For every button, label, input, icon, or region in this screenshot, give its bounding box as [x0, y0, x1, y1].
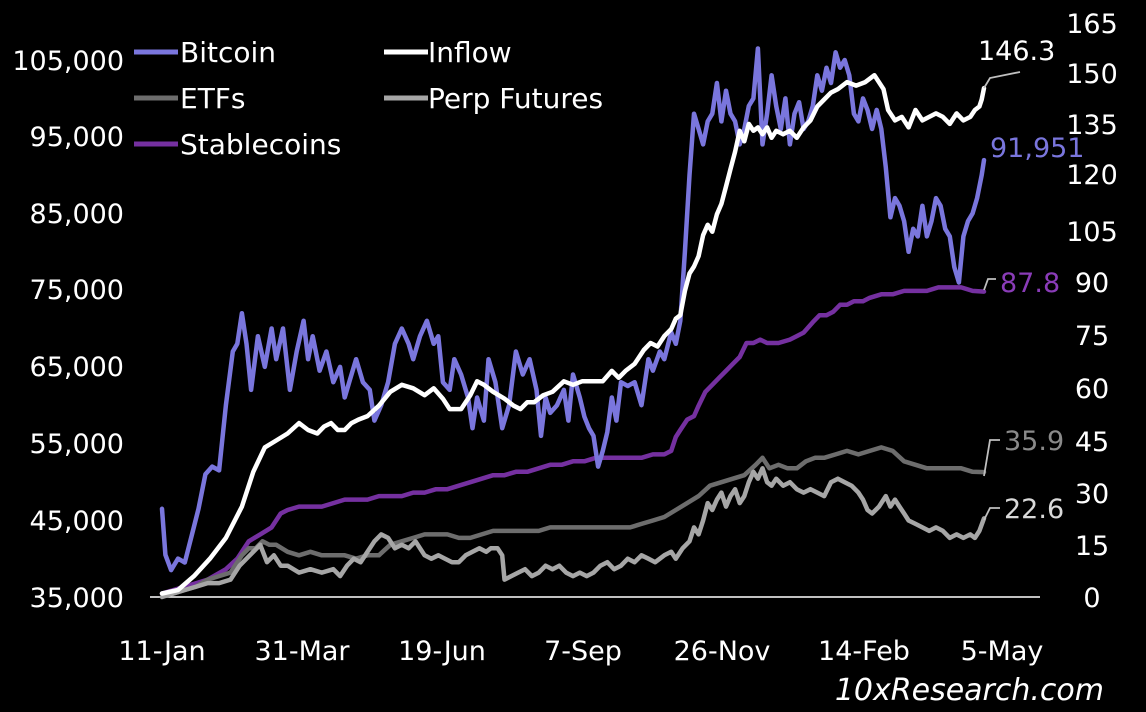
x-tick: 19-Jun	[398, 636, 486, 667]
series-line-bitcoin	[159, 46, 987, 573]
legend-item-etfs: ETFs	[134, 82, 246, 115]
x-tick: 5-May	[961, 636, 1044, 667]
left-tick: 35,000	[30, 583, 124, 614]
x-tick: 26-Nov	[674, 636, 771, 667]
end-labels: 146.3 91,951 87.8 35.9 22.6	[978, 36, 1084, 525]
right-tick: 45	[1075, 427, 1109, 458]
end-label-etfs: 35.9	[1004, 426, 1064, 457]
left-tick: 105,000	[12, 46, 124, 77]
left-tick: 75,000	[30, 275, 124, 306]
left-tick: 45,000	[30, 506, 124, 537]
right-tick: 60	[1075, 374, 1109, 405]
right-tick: 15	[1075, 531, 1109, 562]
end-label-bitcoin: 91,951	[990, 133, 1084, 164]
stablecoins-leader	[983, 278, 996, 291]
x-axis-ticks: 11-Jan 31-Mar 19-Jun 7-Sep 26-Nov 14-Feb…	[118, 636, 1043, 667]
perp-leader	[983, 507, 1000, 521]
right-tick: 120	[1066, 160, 1118, 191]
right-tick: 90	[1075, 268, 1109, 299]
left-tick: 85,000	[30, 199, 124, 230]
series-line-perp-futures	[159, 466, 987, 600]
x-tick: 11-Jan	[118, 636, 205, 667]
right-tick: 0	[1083, 583, 1100, 614]
legend: Bitcoin Inflow ETFs Perp Futures Stablec…	[134, 36, 603, 161]
right-tick: 165	[1066, 9, 1118, 40]
legend-item-stablecoins: Stablecoins	[134, 128, 341, 161]
x-tick: 7-Sep	[544, 636, 622, 667]
legend-item-perp-futures: Perp Futures	[384, 82, 603, 115]
right-tick: 105	[1066, 217, 1118, 248]
legend-label-bitcoin: Bitcoin	[180, 36, 276, 69]
legend-label-perp-futures: Perp Futures	[428, 82, 603, 115]
left-axis-ticks: 105,000 95,000 85,000 75,000 65,000 55,0…	[12, 46, 124, 614]
end-label-inflow: 146.3	[978, 36, 1055, 67]
x-tick: 31-Mar	[254, 636, 350, 667]
right-tick: 135	[1066, 110, 1118, 141]
series-line-etfs	[159, 445, 987, 596]
left-tick: 55,000	[30, 429, 124, 460]
legend-label-etfs: ETFs	[180, 82, 246, 115]
legend-label-stablecoins: Stablecoins	[180, 128, 341, 161]
etfs-leader	[983, 439, 1000, 477]
inflow-leader	[983, 71, 1021, 89]
watermark: 10xResearch.com	[835, 673, 1104, 708]
right-tick: 150	[1066, 59, 1118, 90]
series-line-inflow	[159, 72, 987, 596]
left-tick: 65,000	[30, 352, 124, 383]
right-tick: 75	[1075, 321, 1109, 352]
legend-item-inflow: Inflow	[384, 36, 512, 69]
right-axis-ticks: 165 150 135 120 105 90 75 60 45 30 15 0	[1066, 9, 1118, 614]
x-tick: 14-Feb	[818, 636, 910, 667]
end-label-stablecoins: 87.8	[1000, 268, 1060, 299]
series-layer	[159, 46, 987, 600]
legend-item-bitcoin: Bitcoin	[134, 36, 276, 69]
legend-label-inflow: Inflow	[428, 36, 512, 69]
left-tick: 95,000	[30, 122, 124, 153]
right-tick: 30	[1075, 479, 1109, 510]
end-label-leaders	[983, 71, 1021, 521]
series-line-stablecoins	[159, 285, 987, 596]
end-label-perp: 22.6	[1004, 494, 1064, 525]
